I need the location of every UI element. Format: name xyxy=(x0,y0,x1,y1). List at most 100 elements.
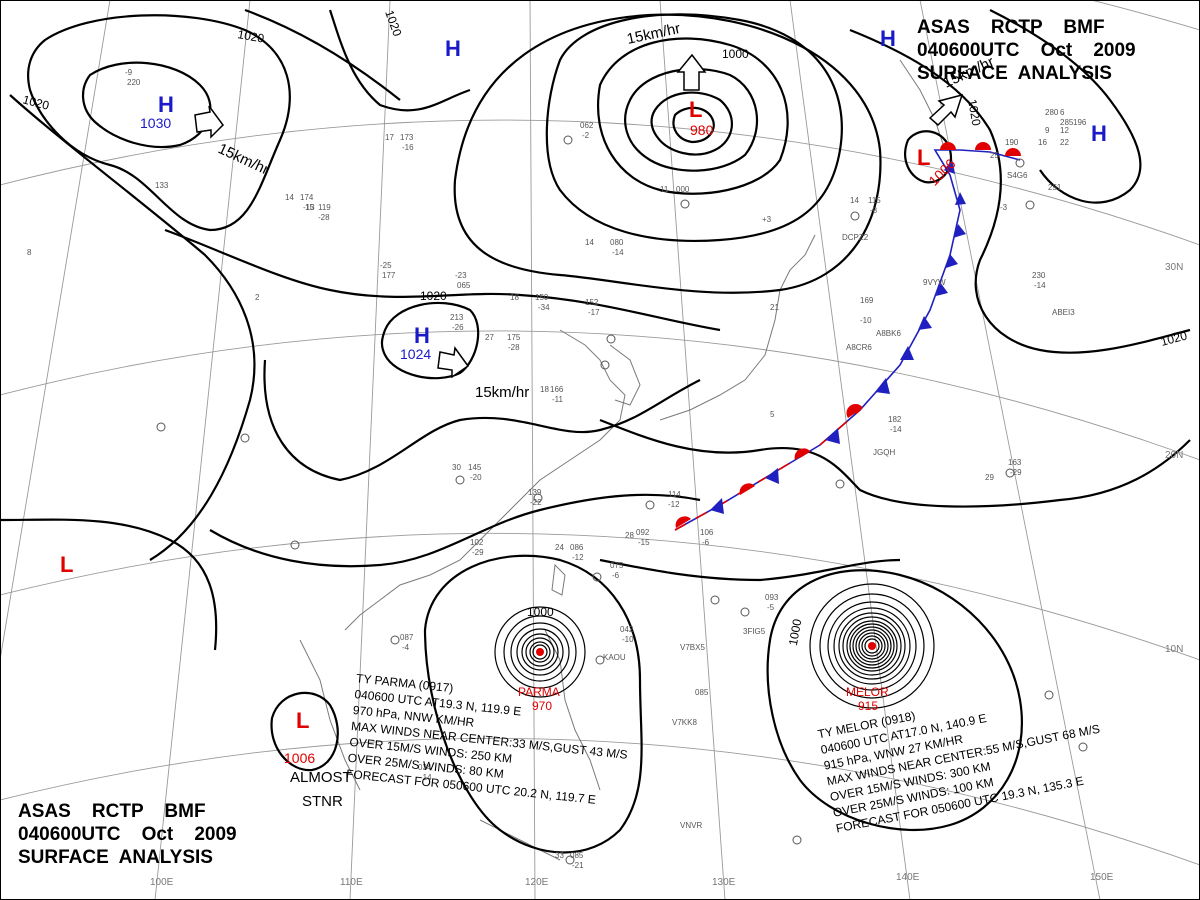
station-plot-circle xyxy=(1015,158,1025,168)
station-plot-circle xyxy=(595,655,605,665)
station-id: KAOU xyxy=(603,653,626,662)
station-obs: 2 xyxy=(255,293,260,302)
melor-isobar-ring xyxy=(852,626,892,666)
meridian-110e xyxy=(349,0,391,900)
station-plot-circle xyxy=(533,493,543,503)
parma-isobar-ring xyxy=(510,622,570,682)
station-plot-circle xyxy=(1078,742,1088,752)
cold-front-triangle xyxy=(955,192,966,205)
station-obs: 174 xyxy=(300,193,314,202)
station-obs: +3 xyxy=(762,215,772,224)
station-ids: DCPZ2 9VYW A8BK6 A8CR6 JGQH ABEI3 V7BX5 … xyxy=(603,171,1075,830)
station-obs: 11 xyxy=(660,185,669,194)
station-obs: 28 xyxy=(625,531,634,540)
isobar-east-wave xyxy=(989,9,1142,204)
meridian-100e xyxy=(154,0,251,900)
cold-front-triangle xyxy=(953,224,966,238)
station-obs: -3 xyxy=(1000,203,1008,212)
station-obs: 17 xyxy=(385,133,394,142)
motion-label: 15km/hr xyxy=(475,384,529,401)
station-obs: 062 xyxy=(580,121,594,130)
isobar-label: 1000 xyxy=(527,605,554,619)
parma-isobar-ring xyxy=(529,641,551,663)
station-obs: -29 xyxy=(1010,468,1022,477)
station-obs: 102 xyxy=(470,538,484,547)
station-obs: 29 xyxy=(985,473,994,482)
coastline-taiwan xyxy=(551,563,566,596)
high-pressure-symbol: H xyxy=(158,92,174,117)
melor-isobar-ring xyxy=(827,601,917,691)
station-plot-circle xyxy=(740,607,750,617)
latitude-line-20n xyxy=(0,330,1200,461)
station-obs: -17 xyxy=(588,308,600,317)
station-obs: -11 xyxy=(552,395,564,404)
station-obs: 166 xyxy=(550,385,564,394)
station-plot-circle xyxy=(390,635,400,645)
station-obs: 21 xyxy=(770,303,779,312)
coastline-korea xyxy=(609,344,641,406)
title-line-1: ASAS RCTP BMF xyxy=(917,17,1105,38)
isobar-midlat-1 xyxy=(328,9,471,112)
isobar-west-1020 xyxy=(9,94,256,561)
melor-isobar-ring xyxy=(846,620,898,672)
low-pressure-value: 980 xyxy=(690,122,714,138)
station-plot-circle xyxy=(600,360,610,370)
isobar-label: 1020 xyxy=(420,289,447,303)
station-id: VNVR xyxy=(680,821,702,830)
station-id: 3FIG5 xyxy=(743,627,766,636)
station-obs: 8 xyxy=(27,248,32,257)
typhoon-parma-isobars xyxy=(494,606,586,698)
parma-isobar-ring xyxy=(503,615,577,689)
station-obs: 33 xyxy=(555,851,564,860)
isobar-high-1030-inner xyxy=(82,61,212,149)
station-obs: -28 xyxy=(508,343,520,352)
station-obs: -9 xyxy=(125,68,133,77)
warm-front-semicircle xyxy=(975,142,991,150)
title-line-3: SURFACE ANALYSIS xyxy=(18,847,213,868)
station-id: DCPZ2 xyxy=(842,233,869,242)
station-obs: 114 xyxy=(668,490,681,499)
coastline-borneo xyxy=(479,819,561,861)
typhoon-center-labels: PARMA 970 MELOR 915 xyxy=(518,685,889,713)
front xyxy=(674,142,1021,531)
title-line-3: SURFACE ANALYSIS xyxy=(917,63,1112,84)
station-plot-circle xyxy=(606,334,616,344)
station-obs: 251 xyxy=(1048,183,1062,192)
station-obs: 163 xyxy=(1008,458,1022,467)
low-pressure-symbol: L xyxy=(296,708,309,733)
parma-isobar-ring xyxy=(525,637,555,667)
isobar-label: 1020 xyxy=(965,98,983,127)
melor-isobar-ring xyxy=(849,623,895,669)
station-id: JGQH xyxy=(873,448,895,457)
isobar-high-1024 xyxy=(380,301,480,380)
station-obs: -2 xyxy=(582,131,590,140)
motion-arrow-high-1024 xyxy=(437,346,470,379)
station-obs: 280 xyxy=(1045,108,1059,117)
melor-isobar-ring xyxy=(855,629,889,663)
station-plot-circle xyxy=(1005,468,1015,478)
station-obs: 145 xyxy=(468,463,482,472)
station-plot-circle xyxy=(680,199,690,209)
station-obs: 152 xyxy=(585,298,599,307)
latitude-line-10n xyxy=(0,532,1200,661)
parma-center-symbol xyxy=(536,648,544,656)
station-obs: 6 xyxy=(1060,108,1065,117)
low-pressure-value: 1006 xyxy=(284,750,315,766)
cold-front-triangle xyxy=(900,346,914,360)
latitude-label: 30N xyxy=(1165,262,1183,273)
longitude-label: 110E xyxy=(340,877,363,888)
longitude-label: 140E xyxy=(896,872,920,883)
melor-isobar-ring xyxy=(838,612,906,680)
melor-name: MELOR xyxy=(846,685,889,699)
melor-center-symbol xyxy=(868,642,876,650)
station-plot-circle xyxy=(835,479,845,489)
station-obs: 086 xyxy=(570,543,584,552)
high-pressure-symbol: H xyxy=(1091,121,1107,146)
station-obs: 14 xyxy=(285,193,294,202)
warm-front-semicircle xyxy=(1005,148,1021,156)
station-obs: 177 xyxy=(382,271,396,280)
longitude-label: 120E xyxy=(525,877,549,888)
isobar-low-980-outer-1 xyxy=(545,13,843,243)
melor-isobar-ring xyxy=(819,593,925,699)
